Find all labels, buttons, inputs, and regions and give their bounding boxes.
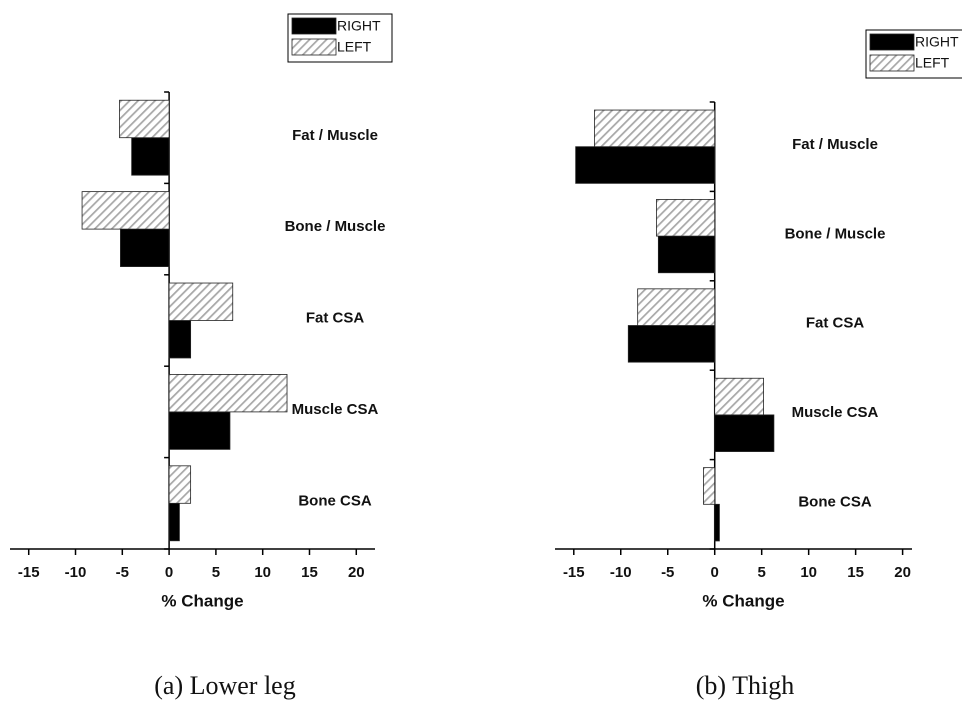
x-axis-label: % Change — [702, 591, 784, 610]
bar — [81, 191, 170, 230]
x-tick-label: -15 — [563, 564, 585, 581]
x-tick-label: 15 — [847, 564, 864, 581]
category-label: Fat CSA — [806, 315, 865, 332]
x-tick-label: 20 — [894, 564, 911, 581]
x-tick-label: 5 — [758, 564, 766, 581]
x-tick-label: 0 — [165, 564, 173, 581]
x-tick-label: 5 — [212, 564, 220, 581]
category-label: Fat / Muscle — [292, 127, 378, 144]
bar — [168, 411, 231, 450]
category-label: Muscle CSA — [292, 401, 379, 418]
caption: (b) Thigh — [696, 671, 794, 700]
bar — [119, 99, 170, 139]
x-tick-label: 0 — [711, 564, 719, 581]
legend-swatch — [869, 54, 915, 72]
legend: RIGHT LEFT — [287, 13, 393, 63]
category-label: Bone / Muscle — [285, 218, 386, 235]
legend: RIGHT LEFT — [865, 29, 962, 79]
x-tick-label: 15 — [301, 564, 318, 581]
category-label: Fat CSA — [306, 310, 365, 327]
x-axis-label: % Change — [161, 591, 243, 610]
x-tick-label: -10 — [610, 564, 632, 581]
bar — [120, 228, 170, 267]
bar — [657, 235, 716, 274]
bar — [656, 199, 716, 237]
category-label: Fat / Muscle — [792, 136, 878, 153]
legend-swatch — [291, 17, 337, 35]
bar — [637, 288, 716, 326]
bar — [168, 374, 288, 413]
bar — [714, 377, 764, 416]
x-tick-label: 10 — [800, 564, 817, 581]
bar — [168, 465, 192, 504]
bar — [627, 325, 716, 363]
legend-label: LEFT — [337, 39, 372, 55]
bar — [168, 282, 234, 321]
category-label: Bone CSA — [298, 492, 372, 509]
bar — [703, 467, 716, 505]
legend-label: RIGHT — [915, 34, 959, 50]
bar — [168, 502, 180, 542]
bar — [714, 414, 775, 452]
bar — [594, 109, 716, 148]
legend-swatch — [869, 33, 915, 51]
bar — [131, 137, 170, 176]
x-tick-label: -5 — [116, 564, 129, 581]
bar — [168, 320, 192, 359]
legend-label: RIGHT — [337, 18, 381, 34]
legend-label: LEFT — [915, 55, 950, 71]
bar — [575, 146, 716, 184]
x-tick-label: -15 — [18, 564, 40, 581]
x-tick-label: 20 — [348, 564, 365, 581]
category-label: Bone / Muscle — [785, 225, 886, 242]
category-label: Muscle CSA — [792, 404, 879, 421]
x-tick-label: -10 — [65, 564, 87, 581]
bar — [714, 503, 720, 542]
legend-swatch — [291, 38, 337, 56]
x-tick-label: -5 — [661, 564, 674, 581]
caption: (a) Lower leg — [154, 671, 295, 700]
category-label: Bone CSA — [798, 493, 872, 510]
x-tick-label: 10 — [254, 564, 271, 581]
